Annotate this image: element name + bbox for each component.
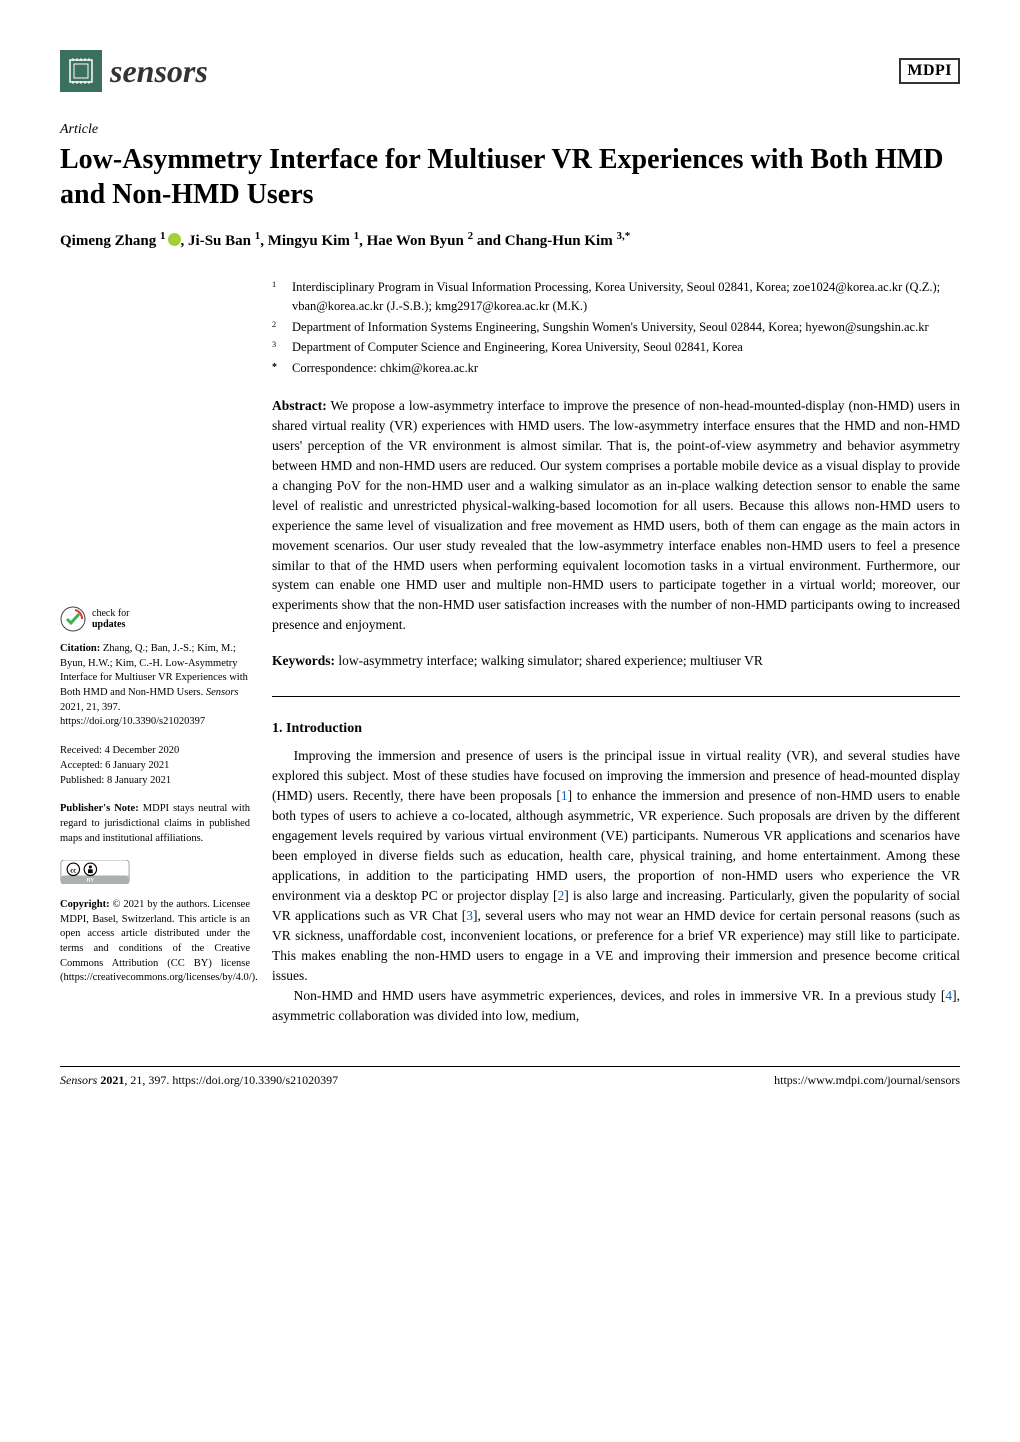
- affiliation-item: 3 Department of Computer Science and Eng…: [272, 338, 960, 357]
- page: sensors MDPI Article Low-Asymmetry Inter…: [0, 0, 1020, 1128]
- accepted-date: Accepted: 6 January 2021: [60, 759, 250, 774]
- abstract: Abstract: We propose a low-asymmetry int…: [272, 396, 960, 636]
- orcid-icon[interactable]: [168, 233, 181, 246]
- reference-link[interactable]: 1: [561, 788, 568, 803]
- author: and Chang-Hun Kim: [473, 233, 616, 249]
- svg-text:BY: BY: [87, 878, 95, 884]
- keywords-text: low-asymmetry interface; walking simulat…: [335, 653, 763, 668]
- article-title: Low-Asymmetry Interface for Multiuser VR…: [60, 142, 960, 212]
- footer-left: Sensors 2021, 21, 397. https://doi.org/1…: [60, 1073, 338, 1088]
- author: , Hae Won Byun: [359, 233, 468, 249]
- check-for-updates-button[interactable]: check for updates: [60, 606, 250, 632]
- check-updates-icon: [60, 606, 86, 632]
- dates-block: Received: 4 December 2020 Accepted: 6 Ja…: [60, 744, 250, 788]
- page-footer: Sensors 2021, 21, 397. https://doi.org/1…: [60, 1066, 960, 1088]
- two-column-layout: check for updates Citation: Zhang, Q.; B…: [60, 278, 960, 1026]
- published-date: Published: 8 January 2021: [60, 774, 250, 789]
- svg-text:cc: cc: [70, 867, 76, 875]
- body-paragraph: Improving the immersion and presence of …: [272, 746, 960, 986]
- cc-by-badge[interactable]: cc BY: [60, 860, 250, 890]
- affil-sup: 1: [160, 230, 166, 242]
- check-updates-label: check for updates: [92, 608, 129, 630]
- keywords-label: Keywords:: [272, 653, 335, 668]
- divider: [272, 696, 960, 697]
- author: , Ji-Su Ban: [181, 233, 255, 249]
- abstract-label: Abstract:: [272, 398, 327, 413]
- affil-sup: 3,*: [616, 230, 630, 242]
- abstract-text: We propose a low-asymmetry interface to …: [272, 398, 960, 633]
- keywords: Keywords: low-asymmetry interface; walki…: [272, 651, 960, 671]
- article-type: Article: [60, 122, 960, 138]
- sidebar: check for updates Citation: Zhang, Q.; B…: [60, 278, 250, 1026]
- citation-label: Citation:: [60, 643, 100, 654]
- affil-sup: 3: [272, 338, 292, 357]
- affil-sup: 2: [272, 318, 292, 337]
- correspondence-item: * Correspondence: chkim@korea.ac.kr: [272, 359, 960, 378]
- section-heading: 1. Introduction: [272, 719, 960, 740]
- journal-name: sensors: [110, 53, 208, 90]
- journal-logo: sensors: [60, 50, 208, 92]
- publisher-logo: MDPI: [899, 58, 960, 84]
- citation-block: Citation: Zhang, Q.; Ban, J.-S.; Kim, M.…: [60, 642, 250, 730]
- affiliation-item: 1 Interdisciplinary Program in Visual In…: [272, 278, 960, 316]
- authors-line: Qimeng Zhang 1, Ji-Su Ban 1, Mingyu Kim …: [60, 230, 960, 250]
- publisher-note-block: Publisher's Note: MDPI stays neutral wit…: [60, 802, 250, 846]
- affil-sup: *: [272, 359, 292, 378]
- copyright-block: Copyright: © 2021 by the authors. Licens…: [60, 898, 250, 986]
- sensors-icon: [60, 50, 102, 92]
- main-column: 1 Interdisciplinary Program in Visual In…: [272, 278, 960, 1026]
- affiliation-item: 2 Department of Information Systems Engi…: [272, 318, 960, 337]
- affil-sup: 1: [272, 278, 292, 316]
- affiliations: 1 Interdisciplinary Program in Visual In…: [272, 278, 960, 378]
- footer-right[interactable]: https://www.mdpi.com/journal/sensors: [774, 1073, 960, 1088]
- page-header: sensors MDPI: [60, 50, 960, 92]
- author: , Mingyu Kim: [260, 233, 353, 249]
- copyright-label: Copyright:: [60, 899, 110, 910]
- pubnote-label: Publisher's Note:: [60, 803, 139, 814]
- author: Qimeng Zhang: [60, 233, 160, 249]
- body-paragraph: Non-HMD and HMD users have asymmetric ex…: [272, 986, 960, 1026]
- received-date: Received: 4 December 2020: [60, 744, 250, 759]
